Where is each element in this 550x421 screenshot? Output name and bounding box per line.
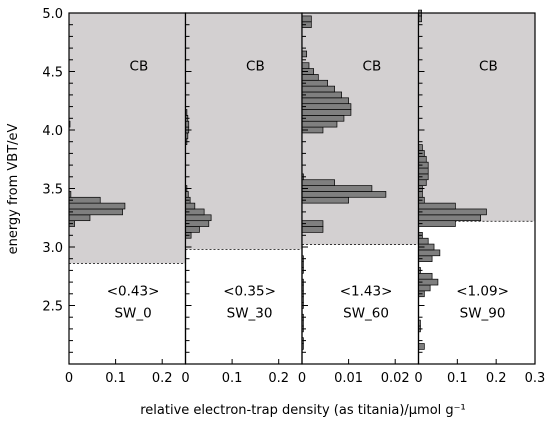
histogram-bar [418, 155, 427, 163]
y-axis-label: energy from VBT/eV [6, 123, 21, 254]
x-tick-label: 0.1 [447, 371, 468, 386]
x-tick-label: 0.2 [486, 371, 507, 386]
cb-label: CB [246, 59, 265, 75]
x-tick-label: 0.2 [152, 371, 173, 386]
histogram-bar [301, 62, 310, 69]
cb-label: CB [479, 59, 498, 75]
x-tick-label: 0 [65, 371, 73, 386]
histogram-bar [68, 196, 101, 204]
histogram-bar [301, 109, 352, 116]
histogram-bar [68, 208, 123, 216]
histogram-bar [418, 202, 456, 210]
histogram-bar [418, 220, 456, 227]
x-tick-label: 0 [298, 371, 306, 386]
panels: 0 0.1 0.2CB<0.43>SW_00 0.1 0.2CB<0.35>SW_300… [65, 9, 546, 386]
histogram-bar [418, 272, 433, 280]
histogram-bar [301, 91, 342, 99]
histogram-bar [418, 237, 429, 245]
histogram-bar [301, 50, 308, 58]
histogram-bar [418, 167, 429, 175]
histogram-bar [418, 284, 431, 292]
panel-sw-30: 0 0.1 0.2 CB <0.35> SW_30 [181, 12, 303, 386]
histogram-bar [185, 214, 212, 222]
histogram-bar [301, 115, 345, 122]
histogram-bar [68, 214, 91, 222]
histogram-bar [418, 343, 425, 350]
x-tick-label: 0.02 [381, 371, 410, 386]
x-tick-label: 0.01 [334, 371, 363, 386]
histogram-bar [301, 74, 319, 81]
sample-name-label: SW_90 [460, 306, 506, 322]
histogram-bar [301, 179, 335, 186]
cb-label: CB [130, 59, 149, 75]
histogram-bar [301, 97, 349, 105]
panel-sw-0: 0 0.1 0.2 CB <0.43> SW_0 [65, 12, 187, 386]
total-density-label: <0.35> [223, 283, 276, 299]
y-tick-label: 5.0 [42, 7, 63, 22]
histogram-bar [301, 120, 338, 128]
cb-label: CB [363, 59, 382, 75]
cb-region [69, 13, 186, 264]
histogram-bar [185, 202, 196, 210]
histogram-bar [68, 202, 126, 210]
x-tick-label: 0 [181, 371, 189, 386]
y-axis-ticks: 2.5 3.0 3.5 4.0 4.5 5.0 [42, 7, 63, 315]
histogram-bar [418, 249, 441, 257]
panel-sw-90: 0 0.1 0.2 0.3 CB <1.09> SW_90 [414, 9, 546, 386]
histogram-bar [301, 85, 335, 93]
histogram-bar [185, 226, 200, 233]
histogram-bar [418, 179, 427, 186]
cb-region [185, 13, 302, 250]
total-density-label: <1.43> [340, 283, 393, 299]
cb-region [418, 13, 535, 222]
sample-name-label: SW_60 [343, 306, 389, 322]
y-tick-label: 4.0 [42, 124, 63, 139]
x-tick-label: 0 [414, 371, 422, 386]
histogram-bar [418, 214, 481, 222]
histogram-bar [418, 208, 487, 216]
y-tick-label: 4.5 [42, 66, 63, 81]
sample-name-label: SW_0 [114, 306, 151, 322]
histogram-bar [301, 226, 324, 233]
y-tick-label: 3.0 [42, 241, 63, 256]
y-tick-label: 3.5 [42, 183, 63, 198]
x-axis-label: relative electron-trap density (as titan… [140, 403, 466, 418]
histogram-bar [301, 103, 352, 110]
x-tick-label: 0.1 [222, 371, 243, 386]
histogram-bar [301, 196, 349, 204]
total-density-label: <0.43> [107, 283, 160, 299]
x-tick-label: 0.3 [525, 371, 546, 386]
panel-sw-60: 0 0.01 0.02 CB <1.43> SW_60 [298, 12, 420, 386]
sample-name-label: SW_30 [227, 306, 273, 322]
histogram-bar [301, 185, 373, 192]
x-tick-label: 0.1 [105, 371, 126, 386]
histogram-bar [301, 15, 312, 23]
y-tick-label: 2.5 [42, 300, 63, 315]
x-tick-label: 0.2 [268, 371, 289, 386]
histogram-bar [301, 191, 387, 198]
total-density-label: <1.09> [456, 283, 509, 299]
